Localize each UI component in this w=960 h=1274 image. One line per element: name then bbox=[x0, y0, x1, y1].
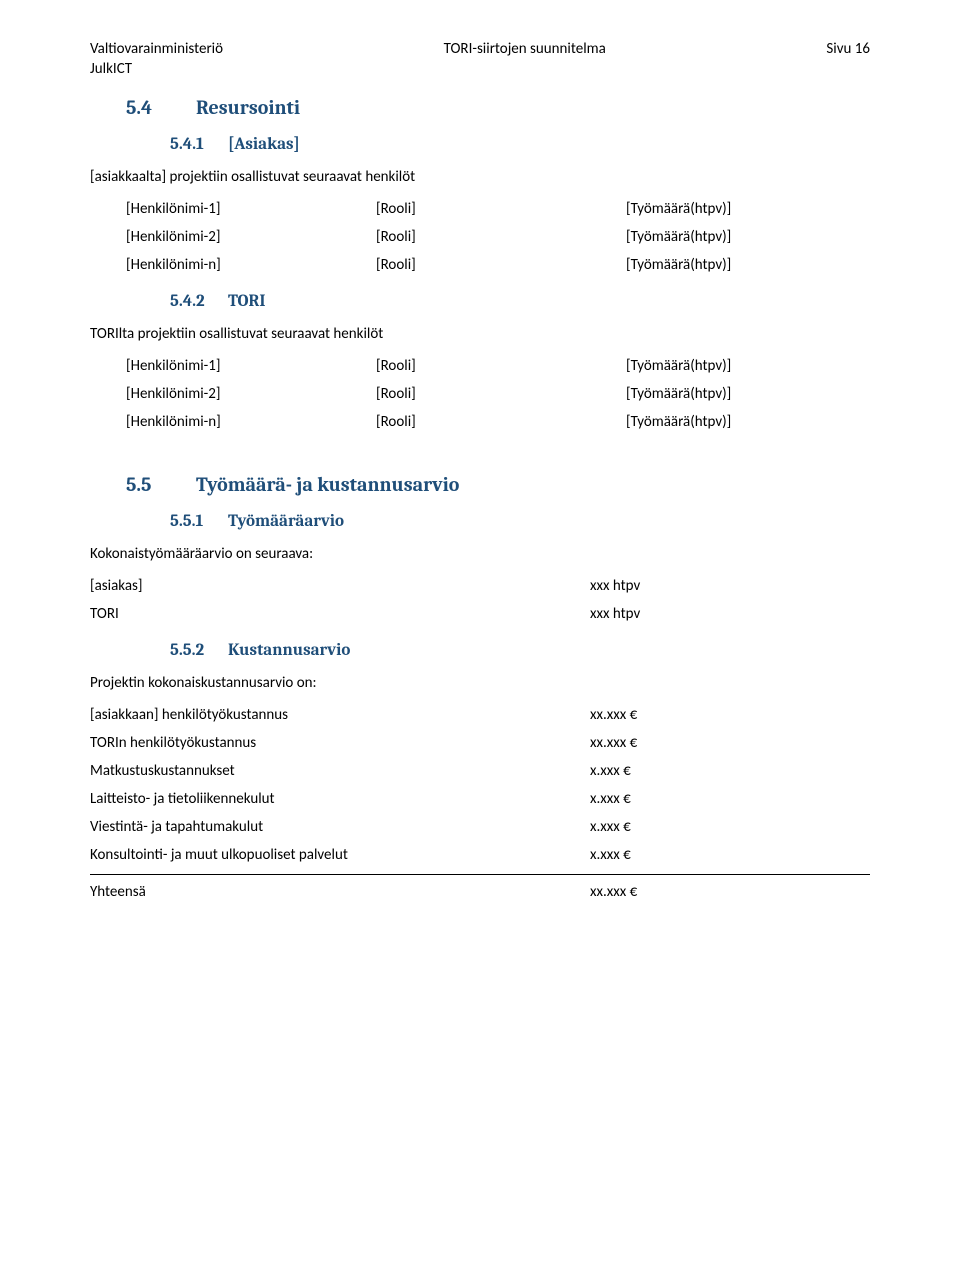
cost-table: [asiakkaan] henkilötyökustannus xx.xxx €… bbox=[90, 706, 870, 864]
heading-5-5-1: 5.5.1 Työmääräarvio bbox=[170, 512, 870, 531]
person-name: [Henkilönimi-2] bbox=[126, 385, 376, 403]
cost-key: [asiakkaan] henkilötyökustannus bbox=[90, 706, 590, 724]
table-row: Konsultointi- ja muut ulkopuoliset palve… bbox=[90, 846, 870, 864]
person-name: [Henkilönimi-1] bbox=[126, 357, 376, 375]
cost-key: Viestintä- ja tapahtumakulut bbox=[90, 818, 590, 836]
person-effort: [Työmäärä(htpv)] bbox=[626, 228, 731, 246]
total-label: Yhteensä bbox=[90, 883, 590, 901]
resource-table-tori: [Henkilönimi-1] [Rooli] [Työmäärä(htpv)]… bbox=[126, 357, 870, 431]
effort-value: xxx htpv bbox=[590, 605, 640, 623]
table-row: [Henkilönimi-n] [Rooli] [Työmäärä(htpv)] bbox=[126, 256, 870, 274]
heading-5-5: 5.5 Työmäärä- ja kustannusarvio bbox=[126, 473, 870, 496]
header-left: Valtiovarainministeriö bbox=[90, 40, 223, 58]
table-row: TORI xxx htpv bbox=[90, 605, 870, 623]
cost-total: Yhteensä xx.xxx € bbox=[90, 883, 870, 901]
heading-title: TORI bbox=[228, 292, 265, 311]
resource-table-asiakas: [Henkilönimi-1] [Rooli] [Työmäärä(htpv)]… bbox=[126, 200, 870, 274]
intro-5-5-1: Kokonaistyömääräarvio on seuraava: bbox=[90, 545, 870, 563]
person-effort: [Työmäärä(htpv)] bbox=[626, 413, 731, 431]
table-row: [Henkilönimi-n] [Rooli] [Työmäärä(htpv)] bbox=[126, 413, 870, 431]
cost-value: x.xxx € bbox=[590, 818, 631, 836]
heading-number: 5.5.1 bbox=[170, 512, 228, 531]
table-row: [Henkilönimi-1] [Rooli] [Työmäärä(htpv)] bbox=[126, 357, 870, 375]
heading-title: Kustannusarvio bbox=[228, 641, 350, 660]
person-role: [Rooli] bbox=[376, 256, 626, 274]
header-sub: JulkICT bbox=[90, 60, 870, 78]
divider bbox=[90, 874, 870, 875]
person-role: [Rooli] bbox=[376, 200, 626, 218]
table-row: [Henkilönimi-2] [Rooli] [Työmäärä(htpv)] bbox=[126, 228, 870, 246]
heading-title: Työmääräarvio bbox=[228, 512, 344, 531]
person-role: [Rooli] bbox=[376, 385, 626, 403]
total-value: xx.xxx € bbox=[590, 883, 637, 901]
person-effort: [Työmäärä(htpv)] bbox=[626, 200, 731, 218]
intro-5-4-1: [asiakkaalta] projektiin osallistuvat se… bbox=[90, 168, 870, 186]
cost-key: Laitteisto- ja tietoliikennekulut bbox=[90, 790, 590, 808]
page-header: Valtiovarainministeriö TORI-siirtojen su… bbox=[90, 40, 870, 58]
heading-number: 5.4.2 bbox=[170, 292, 228, 311]
table-row: [asiakkaan] henkilötyökustannus xx.xxx € bbox=[90, 706, 870, 724]
heading-5-4-2: 5.4.2 TORI bbox=[170, 292, 870, 311]
heading-title: Työmäärä- ja kustannusarvio bbox=[196, 473, 459, 496]
heading-title: [Asiakas] bbox=[228, 135, 300, 154]
header-center: TORI-siirtojen suunnitelma bbox=[444, 40, 606, 58]
table-row: Laitteisto- ja tietoliikennekulut x.xxx … bbox=[90, 790, 870, 808]
heading-number: 5.5.2 bbox=[170, 641, 228, 660]
person-effort: [Työmäärä(htpv)] bbox=[626, 357, 731, 375]
person-effort: [Työmäärä(htpv)] bbox=[626, 385, 731, 403]
effort-table: [asiakas] xxx htpv TORI xxx htpv bbox=[90, 577, 870, 623]
intro-5-4-2: TORIlta projektiin osallistuvat seuraava… bbox=[90, 325, 870, 343]
heading-title: Resursointi bbox=[196, 96, 300, 119]
person-name: [Henkilönimi-n] bbox=[126, 413, 376, 431]
cost-key: Konsultointi- ja muut ulkopuoliset palve… bbox=[90, 846, 590, 864]
table-row: [asiakas] xxx htpv bbox=[90, 577, 870, 595]
person-role: [Rooli] bbox=[376, 357, 626, 375]
person-role: [Rooli] bbox=[376, 228, 626, 246]
person-name: [Henkilönimi-1] bbox=[126, 200, 376, 218]
effort-value: xxx htpv bbox=[590, 577, 640, 595]
effort-key: TORI bbox=[90, 605, 590, 623]
heading-number: 5.4.1 bbox=[170, 135, 228, 154]
cost-value: x.xxx € bbox=[590, 790, 631, 808]
heading-number: 5.5 bbox=[126, 473, 196, 496]
person-name: [Henkilönimi-2] bbox=[126, 228, 376, 246]
person-role: [Rooli] bbox=[376, 413, 626, 431]
cost-value: xx.xxx € bbox=[590, 706, 637, 724]
intro-5-5-2: Projektin kokonaiskustannusarvio on: bbox=[90, 674, 870, 692]
heading-5-4: 5.4 Resursointi bbox=[126, 96, 870, 119]
table-row: Matkustuskustannukset x.xxx € bbox=[90, 762, 870, 780]
cost-value: xx.xxx € bbox=[590, 734, 637, 752]
heading-number: 5.4 bbox=[126, 96, 196, 119]
cost-value: x.xxx € bbox=[590, 846, 631, 864]
header-right: Sivu 16 bbox=[826, 40, 870, 58]
person-effort: [Työmäärä(htpv)] bbox=[626, 256, 731, 274]
cost-key: TORIn henkilötyökustannus bbox=[90, 734, 590, 752]
table-row: TORIn henkilötyökustannus xx.xxx € bbox=[90, 734, 870, 752]
heading-5-4-1: 5.4.1 [Asiakas] bbox=[170, 135, 870, 154]
table-row: Viestintä- ja tapahtumakulut x.xxx € bbox=[90, 818, 870, 836]
cost-key: Matkustuskustannukset bbox=[90, 762, 590, 780]
person-name: [Henkilönimi-n] bbox=[126, 256, 376, 274]
heading-5-5-2: 5.5.2 Kustannusarvio bbox=[170, 641, 870, 660]
table-row: [Henkilönimi-2] [Rooli] [Työmäärä(htpv)] bbox=[126, 385, 870, 403]
table-row: Yhteensä xx.xxx € bbox=[90, 883, 870, 901]
cost-value: x.xxx € bbox=[590, 762, 631, 780]
table-row: [Henkilönimi-1] [Rooli] [Työmäärä(htpv)] bbox=[126, 200, 870, 218]
effort-key: [asiakas] bbox=[90, 577, 590, 595]
